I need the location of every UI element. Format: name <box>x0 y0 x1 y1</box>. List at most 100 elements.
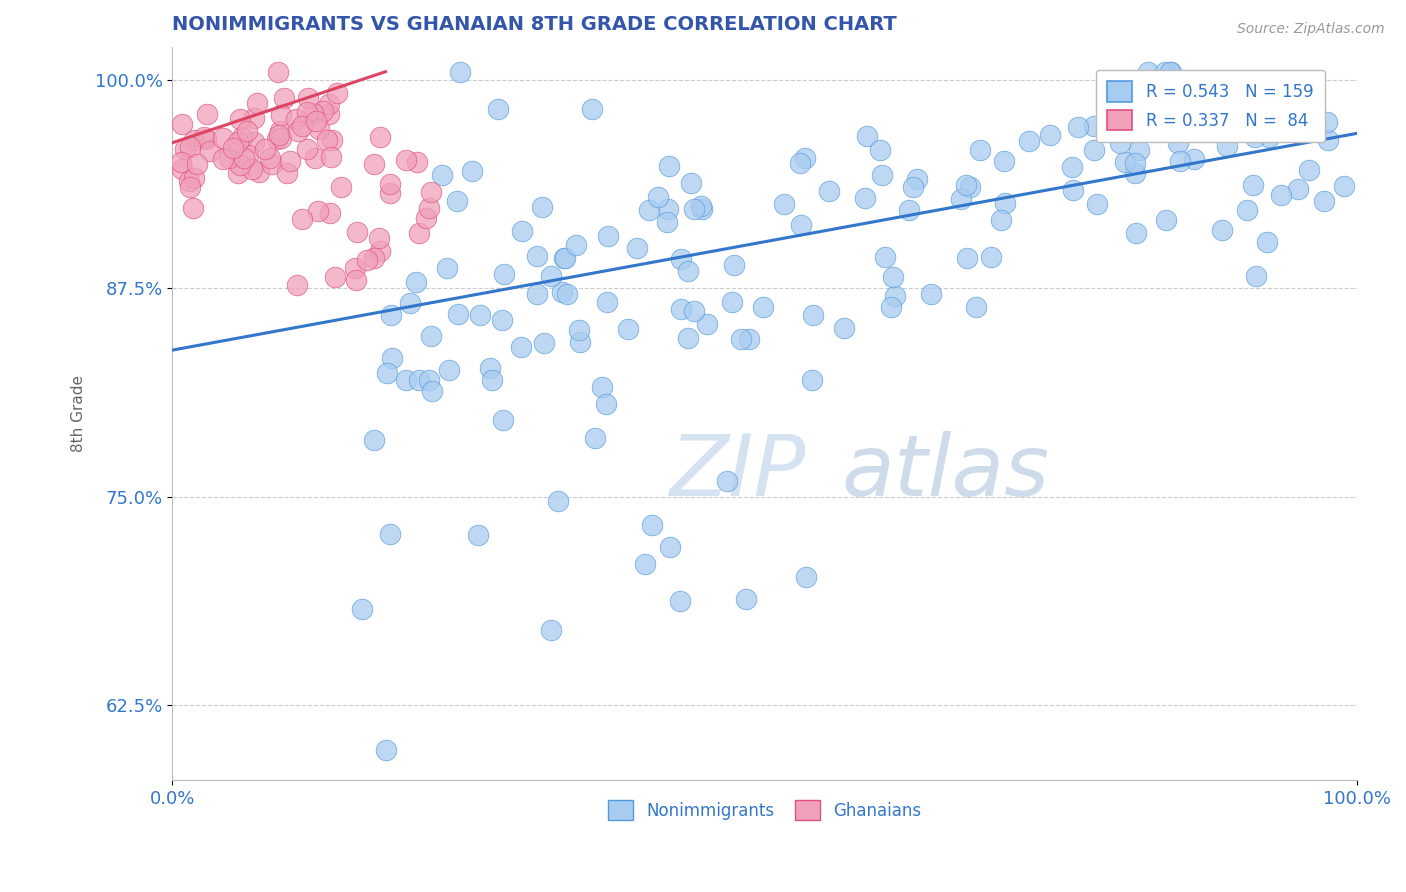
Point <box>882 270 904 285</box>
Point <box>381 351 404 365</box>
Point <box>794 151 817 165</box>
Point <box>994 195 1017 210</box>
Point <box>222 140 245 154</box>
Point <box>638 203 661 218</box>
Point <box>553 252 575 266</box>
Point <box>247 164 270 178</box>
Point <box>1333 178 1355 193</box>
Point <box>260 156 283 170</box>
Point <box>671 302 693 317</box>
Point <box>291 119 314 133</box>
Point <box>554 252 576 266</box>
Text: atlas: atlas <box>842 431 1050 514</box>
Point <box>481 373 503 387</box>
Point <box>980 251 1002 265</box>
Point <box>801 373 824 387</box>
Point <box>378 177 401 191</box>
Point <box>1257 130 1279 145</box>
Point <box>266 132 288 146</box>
Point <box>321 133 343 147</box>
Point <box>304 151 326 165</box>
Point <box>304 113 326 128</box>
Point <box>325 86 347 100</box>
Point <box>801 308 824 322</box>
Point <box>170 117 193 131</box>
Point <box>547 493 569 508</box>
Point <box>174 142 197 156</box>
Point <box>526 287 548 301</box>
Point <box>318 97 340 112</box>
Point <box>420 384 443 398</box>
Point <box>437 363 460 377</box>
Point <box>1153 64 1175 78</box>
Point <box>1123 155 1146 169</box>
Text: NONIMMIGRANTS VS GHANAIAN 8TH GRADE CORRELATION CHART: NONIMMIGRANTS VS GHANAIAN 8TH GRADE CORR… <box>173 15 897 34</box>
Point <box>330 180 353 194</box>
Point <box>540 269 562 284</box>
Point <box>246 95 269 110</box>
Point <box>1286 182 1309 196</box>
Point <box>583 431 606 445</box>
Point <box>170 154 193 169</box>
Point <box>568 323 591 337</box>
Point <box>212 131 235 145</box>
Point <box>565 237 588 252</box>
Point <box>965 300 987 314</box>
Point <box>853 191 876 205</box>
Point <box>356 253 378 268</box>
Point <box>1213 109 1236 123</box>
Point <box>408 373 430 387</box>
Point <box>898 202 921 217</box>
Point <box>344 261 367 276</box>
Point <box>308 122 330 136</box>
Point <box>669 252 692 267</box>
Point <box>270 108 292 122</box>
Point <box>595 397 617 411</box>
Point <box>920 287 942 301</box>
Point <box>312 104 335 119</box>
Point <box>236 147 259 161</box>
Point <box>1039 128 1062 143</box>
Point <box>956 251 979 265</box>
Point <box>460 164 482 178</box>
Point <box>690 199 713 213</box>
Point <box>616 322 638 336</box>
Point <box>291 212 314 227</box>
Point <box>875 251 897 265</box>
Point <box>551 285 574 299</box>
Point <box>231 130 253 145</box>
Point <box>993 153 1015 168</box>
Point <box>690 202 713 217</box>
Point <box>492 413 515 427</box>
Point <box>716 474 738 488</box>
Point <box>738 332 761 346</box>
Point <box>1316 115 1339 129</box>
Point <box>307 204 329 219</box>
Point <box>901 180 924 194</box>
Point <box>752 300 775 314</box>
Point <box>591 380 613 394</box>
Point <box>789 155 811 169</box>
Point <box>1211 223 1233 237</box>
Point <box>287 123 309 137</box>
Point <box>259 151 281 165</box>
Point <box>1160 64 1182 78</box>
Point <box>233 152 256 166</box>
Point <box>531 200 554 214</box>
Point <box>950 192 973 206</box>
Point <box>1154 212 1177 227</box>
Point <box>1236 202 1258 217</box>
Point <box>479 361 502 376</box>
Point <box>1125 226 1147 240</box>
Point <box>368 231 391 245</box>
Point <box>394 373 416 387</box>
Point <box>1180 79 1202 94</box>
Point <box>363 251 385 265</box>
Point <box>641 517 664 532</box>
Point <box>323 270 346 285</box>
Point <box>418 373 440 387</box>
Point <box>1296 103 1319 118</box>
Point <box>179 180 201 194</box>
Point <box>240 161 263 176</box>
Point <box>1083 120 1105 134</box>
